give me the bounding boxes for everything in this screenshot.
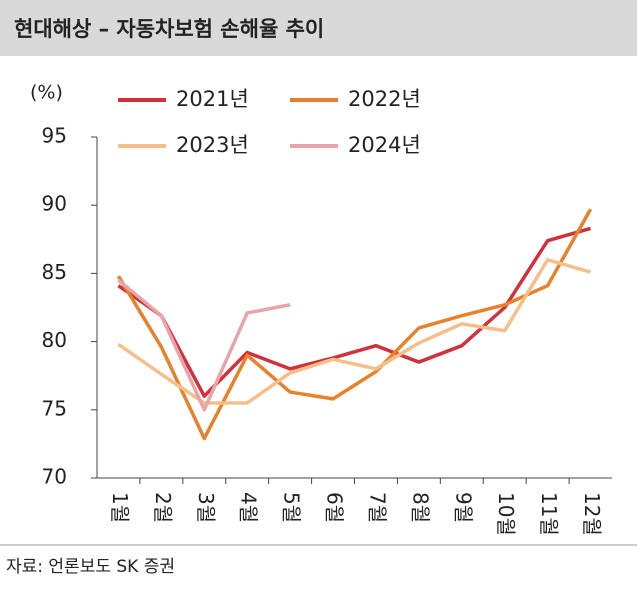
x-tick-label: 5월 xyxy=(280,492,304,523)
x-tick-label: 2월 xyxy=(151,492,175,523)
x-tick-label: 11월 xyxy=(537,492,561,536)
y-tick-label: 85 xyxy=(42,260,67,284)
title-bar xyxy=(0,0,637,56)
y-tick-label: 80 xyxy=(42,328,67,352)
y-axis-label: (%) xyxy=(30,82,63,104)
series-line xyxy=(117,278,291,412)
series-line xyxy=(116,208,593,441)
y-tick-label: 95 xyxy=(42,124,67,148)
chart-title: 현대해상 – 자동차보험 손해율 추이 xyxy=(14,17,324,41)
x-tick-label: 6월 xyxy=(323,492,347,523)
legend-label: 2024년 xyxy=(348,133,421,157)
y-tick-label: 90 xyxy=(42,192,67,216)
legend-label: 2022년 xyxy=(348,87,421,111)
x-tick-label: 4월 xyxy=(237,492,261,523)
legend-label: 2021년 xyxy=(176,87,249,111)
y-tick-label: 75 xyxy=(42,396,67,420)
series-line xyxy=(117,226,592,398)
x-tick-label: 12월 xyxy=(580,492,604,536)
x-tick-label: 8월 xyxy=(408,492,432,523)
x-tick-label: 1월 xyxy=(108,492,132,523)
x-tick-label: 9월 xyxy=(451,492,475,523)
source: 자료: 언론보도 SK 증권 xyxy=(6,557,175,577)
x-tick-label: 3월 xyxy=(194,492,218,523)
x-tick-label: 10월 xyxy=(494,492,518,536)
legend-label: 2023년 xyxy=(176,133,249,157)
y-tick-label: 70 xyxy=(42,465,67,489)
x-tick-label: 7월 xyxy=(365,492,389,523)
